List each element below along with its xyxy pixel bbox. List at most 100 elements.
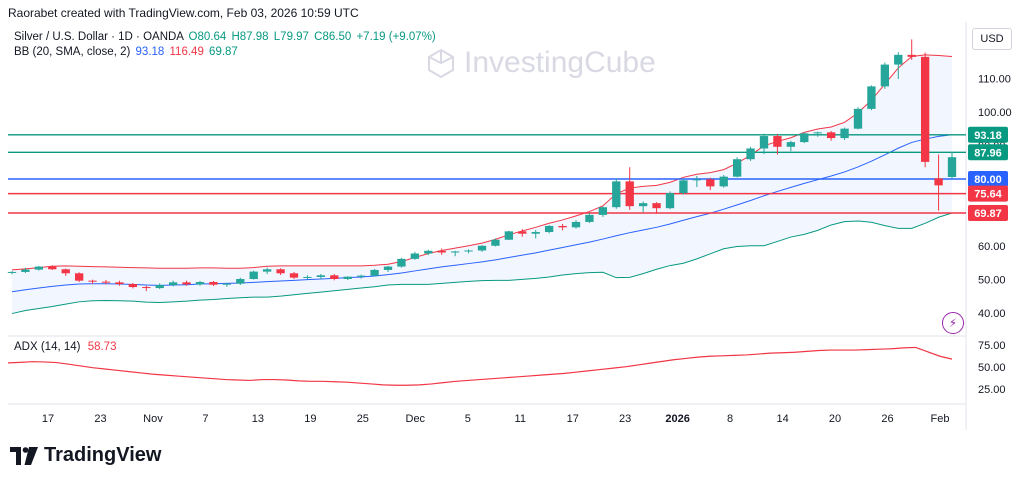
candle (920, 52, 930, 168)
symbol-legend: Silver / U.S. Dollar · 1D · OANDA O80.64… (14, 31, 436, 43)
candle-body (142, 287, 151, 289)
time-tick-label: Feb (931, 413, 950, 425)
candle-body (128, 284, 138, 288)
candle-body (397, 258, 406, 267)
price-label-text: 93.18 (974, 130, 1002, 142)
time-tick-label: 11 (515, 413, 526, 425)
candle-body (531, 232, 540, 234)
candle (21, 267, 30, 273)
candle (289, 271, 299, 279)
price-label-text: 69.87 (974, 208, 1002, 220)
brand-name: TradingView (44, 444, 162, 466)
currency-button[interactable]: USD (972, 28, 1012, 50)
candle (410, 251, 420, 260)
candle-body (222, 283, 232, 285)
price-tick-label: 110.00 (978, 73, 1011, 85)
candle-body (61, 269, 70, 274)
candle-body (262, 269, 272, 272)
time-tick-label: 5 (465, 413, 471, 425)
price-tick-label: 50.00 (978, 275, 1006, 287)
candle (276, 268, 285, 275)
candle (343, 276, 352, 281)
candle-body (7, 271, 17, 273)
band-fill (12, 54, 952, 314)
candle-body (585, 214, 594, 222)
candle-body (840, 128, 849, 139)
adx-legend: ADX (14, 14) 58.73 (14, 341, 116, 353)
candle-body (477, 245, 487, 251)
candle-body (867, 86, 876, 109)
candles (7, 39, 957, 292)
grid (8, 22, 967, 430)
candle-body (303, 276, 312, 278)
horizontal-lines (8, 134, 966, 214)
candle-body (34, 266, 44, 270)
candle-body (74, 273, 84, 281)
candle-body (21, 269, 30, 272)
watermark-text: InvestingCube (464, 46, 656, 79)
price-label-box (968, 126, 1008, 143)
price-label-text: 75.64 (974, 189, 1002, 201)
high-value: H87.98 (231, 31, 269, 43)
time-tick-label: 19 (304, 413, 316, 425)
time-tick-label: 2026 (665, 413, 689, 425)
price-labels: 93.18 87.96 80.00 75.64 69.87 (968, 126, 1008, 221)
candle-body (182, 282, 191, 285)
adx-label[interactable]: ADX (14, 14) (14, 341, 81, 353)
bb-label[interactable]: BB (20, SMA, close, 2) (14, 46, 131, 58)
time-tick-label: 17 (42, 413, 54, 425)
candle (209, 281, 218, 287)
candle (303, 275, 312, 280)
candle-body (638, 203, 648, 207)
candle (61, 268, 70, 276)
candle (867, 85, 876, 111)
price-tick-label: 40.00 (978, 308, 1006, 320)
watermark: InvestingCube (426, 46, 656, 80)
candle (383, 265, 393, 272)
candle-body (383, 266, 393, 270)
candle-body (195, 282, 205, 285)
candle-body (625, 181, 634, 207)
candle-body (424, 250, 433, 254)
candle (840, 127, 849, 141)
lightning-icon[interactable]: ⚡ (942, 312, 964, 334)
candle-body (450, 251, 460, 253)
candle-body (746, 148, 755, 160)
candle-body (370, 269, 379, 276)
candle (638, 201, 648, 213)
candle (800, 132, 809, 144)
candle-body (558, 225, 567, 228)
candle (544, 224, 554, 234)
time-tick-label: 13 (252, 413, 264, 425)
candle-body (101, 281, 111, 283)
candle-body (316, 275, 326, 277)
price-label-box (968, 144, 1008, 161)
candle-body (679, 180, 688, 194)
candle-body (612, 181, 621, 208)
candle-body (410, 253, 420, 259)
candle (625, 167, 634, 210)
tradingview-logo: TradingView (10, 444, 161, 467)
candle-body (773, 136, 782, 147)
candle (612, 178, 621, 209)
candle (531, 230, 540, 239)
symbol-name[interactable]: Silver / U.S. Dollar · 1D · OANDA (14, 31, 184, 43)
candle-body (115, 282, 124, 285)
adx-tick-label: 75.00 (978, 340, 1006, 352)
candle (464, 249, 473, 254)
candle (585, 213, 594, 223)
bb-basis-line (11, 134, 953, 293)
candle-body (652, 203, 661, 209)
candle (222, 282, 232, 287)
time-tick-label: 14 (776, 413, 788, 425)
candle (236, 277, 245, 286)
time-tick-label: 20 (829, 413, 841, 425)
time-axis[interactable]: 17 23 Nov 7 13 19 25 Dec 5 11 17 23 2026 8 14 20 26 Feb (42, 413, 950, 425)
candle (101, 280, 111, 285)
time-tick-label: 25 (357, 413, 369, 425)
candle (128, 283, 138, 289)
candle (316, 273, 326, 279)
candle-body (692, 179, 702, 181)
candle (155, 283, 164, 290)
